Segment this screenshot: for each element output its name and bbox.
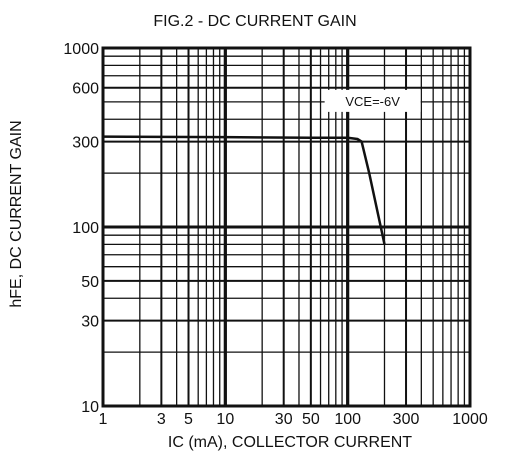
x-tick-label: 3 <box>157 411 166 428</box>
gain-curve <box>102 135 386 245</box>
chart-title: FIG.2 - DC CURRENT GAIN <box>153 13 356 30</box>
y-tick-label: 100 <box>72 220 99 237</box>
y-tick-label: 1000 <box>63 41 99 58</box>
annotation-background <box>324 89 421 112</box>
x-tick-label: 50 <box>302 411 320 428</box>
plot-area-frame <box>101 46 472 408</box>
x-tick-label: 1000 <box>452 411 488 428</box>
y-tick-label: 600 <box>72 81 99 98</box>
x-axis-label: IC (mA), COLLECTOR CURRENT <box>168 434 412 451</box>
y-tick-label: 50 <box>81 274 99 291</box>
annotations: VCE=-6V <box>324 89 421 112</box>
y-tick-label: 30 <box>81 314 99 331</box>
y-tick-labels: 10 30 50 100 300 600 1000 <box>63 41 99 416</box>
x-tick-label: 300 <box>393 411 420 428</box>
x-tick-label: 100 <box>334 411 361 428</box>
x-tick-label: 10 <box>216 411 234 428</box>
y-tick-label: 300 <box>72 135 99 152</box>
x-tick-label: 30 <box>275 411 293 428</box>
y-tick-label: 10 <box>81 399 99 416</box>
x-tick-label: 1 <box>99 411 108 428</box>
vce-annotation: VCE=-6V <box>345 94 400 109</box>
x-tick-label: 5 <box>184 411 193 428</box>
y-axis-label: hFE, DC CURRENT GAIN <box>8 120 25 307</box>
x-tick-labels: 1 3 5 10 30 50 100 300 1000 <box>99 411 488 428</box>
